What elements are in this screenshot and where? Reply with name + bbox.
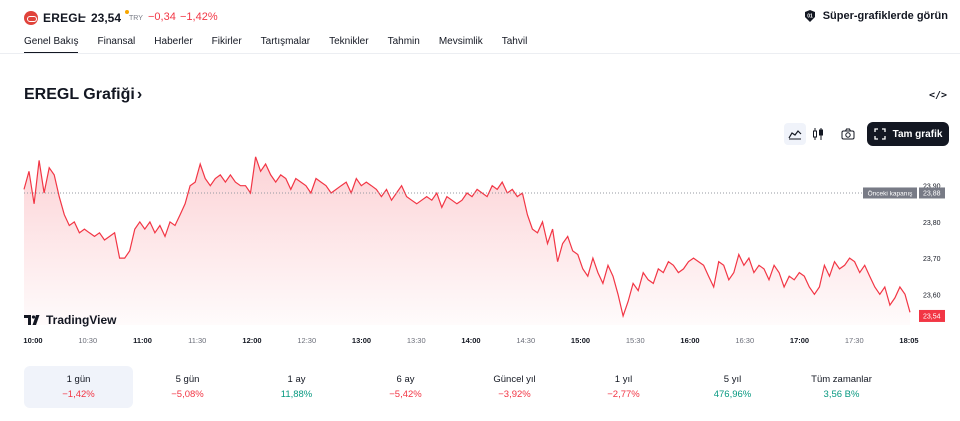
price-change-percent: −1,42% [180,11,218,23]
x-tick-label: 14:30 [516,336,535,345]
price-chart[interactable]: 23,90 23,80 23,70 23,60 Önceki kapanış 23,88 2… [0,150,960,350]
tradingview-brand: TradingView [46,313,117,327]
period-button[interactable]: Tüm zamanlar 3,56 B% [787,366,896,408]
last-price-label: 23,54 [923,313,941,320]
x-tick-label: 10:30 [78,336,97,345]
full-chart-label: Tam grafik [892,128,943,140]
currency: TRY [129,15,143,22]
symbol-name[interactable]: EREGL [43,11,86,25]
tab-2[interactable]: Haberler [154,36,193,47]
chevron-right-icon: › [136,86,143,103]
x-tick-label: 11:30 [188,336,206,345]
symbol-header: EREGL − 23,54 TRY −0,34 −1,42% 01 Süper-… [0,0,960,36]
x-tick-label: 14:00 [461,336,480,345]
price-area [24,156,910,325]
period-label: Güncel yıl [493,374,536,385]
y-tick-label: 23,80 [923,220,941,227]
separator: − [79,10,87,24]
embed-code-button[interactable]: </> [929,90,948,101]
area-chart-button[interactable] [784,123,806,145]
tab-3[interactable]: Fikirler [211,36,242,47]
period-button[interactable]: 5 yıl 476,96% [678,366,787,408]
full-chart-button[interactable]: Tam grafik [867,122,949,146]
y-tick-label: 23,90 [923,184,941,191]
x-tick-label: 12:00 [242,336,261,345]
camera-icon [841,128,855,140]
tab-1[interactable]: Finansal [97,36,136,47]
previous-close-value: 23,88 [923,190,941,197]
period-change: −5,08% [171,389,204,400]
tradingview-logo: TradingView [24,313,116,327]
previous-close-label: Önceki kapanış [868,189,914,197]
supercharts-icon: 01 [804,10,815,22]
period-label: 1 yıl [614,374,633,385]
tab-8[interactable]: Tahvil [501,36,528,47]
x-tick-label: 11:00 [133,336,152,345]
period-button[interactable]: 5 gün −5,08% [133,366,242,408]
x-tick-label: 15:00 [571,336,590,345]
candles-button[interactable] [807,123,829,145]
x-tick-label: 12:30 [297,336,316,345]
last-price-tag [919,309,945,322]
fullscreen-icon [873,128,886,140]
previous-close-tag [863,187,917,199]
tab-7[interactable]: Mevsimlik [438,36,483,47]
supercharts-label: Süper-grafiklerde görün [822,10,948,22]
chart-title: EREGL Grafiği [24,86,135,103]
x-tick-label: 16:30 [735,336,754,345]
period-change: −1,42% [62,389,95,400]
chart-title-link[interactable]: EREGL Grafiği › [24,86,142,104]
section-tabs: Genel Bakış Finansal Haberler Fikirler Tartı… [24,36,527,54]
period-change: 3,56 B% [823,389,860,400]
period-label: 1 ay [287,374,306,385]
tradingview-logo-icon [24,315,40,325]
period-change: −2,77% [607,389,640,400]
price-change: −0,34 [148,11,176,23]
period-change: −3,92% [498,389,531,400]
x-tick-label: 16:00 [680,336,699,345]
svg-text:01: 01 [807,14,813,20]
tab-0[interactable]: Genel Bakış [24,36,79,54]
candles-icon [813,128,823,140]
x-tick-label: 18:05 [899,336,918,345]
period-button[interactable]: 1 ay 11,88% [242,366,351,408]
x-tick-label: 15:30 [626,336,645,345]
period-button[interactable]: 1 gün −1,42% [24,366,133,408]
period-label: 5 gün [175,374,200,385]
tab-5[interactable]: Teknikler [329,36,369,47]
period-label: 1 gün [66,374,91,385]
tabs-divider [0,53,960,54]
area-chart-icon [788,130,802,140]
x-tick-label: 17:30 [845,336,864,345]
period-change: 11,88% [280,389,313,400]
period-selector: 1 gün −1,42% 5 gün −5,08% 1 ay 11,88% 6 ay −5,4… [24,366,948,408]
x-tick-label: 13:30 [407,336,426,345]
screenshot-button[interactable] [837,123,859,145]
period-label: 5 yıl [723,374,742,385]
period-label: 6 ay [396,374,415,385]
eregl-logo-icon [24,11,38,25]
period-button[interactable]: 1 yıl −2,77% [569,366,678,408]
last-price: 23,54 [91,11,122,25]
x-tick-label: 17:00 [790,336,809,345]
x-tick-label: 13:00 [352,336,371,345]
period-button[interactable]: 6 ay −5,42% [351,366,460,408]
period-button[interactable]: Güncel yıl −3,92% [460,366,569,408]
x-tick-label: 10:00 [23,336,42,345]
period-label: Tüm zamanlar [811,374,872,385]
previous-close-value-tag [919,187,945,199]
tab-6[interactable]: Tahmin [387,36,420,47]
period-change: 476,96% [713,389,752,400]
period-change: −5,42% [389,389,422,400]
supercharts-link[interactable]: 01 Süper-grafiklerde görün [803,9,948,23]
market-status-dot [125,10,129,14]
price-line [23,156,911,319]
tab-4[interactable]: Tartışmalar [260,36,311,47]
y-tick-label: 23,60 [923,292,941,299]
y-tick-label: 23,70 [923,256,941,263]
